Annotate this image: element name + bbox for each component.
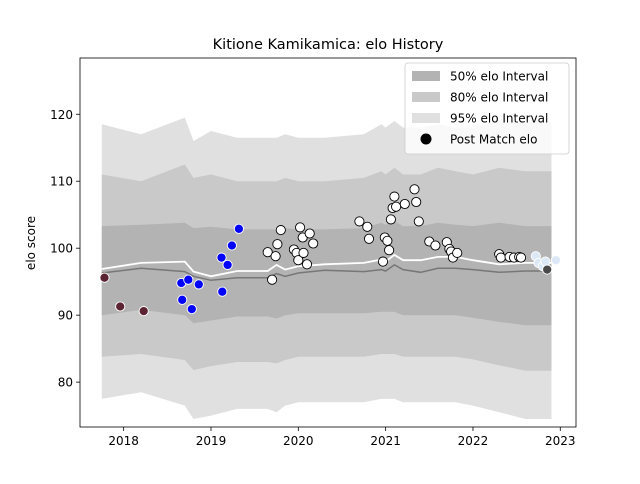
- data-point-2-11: [301, 259, 313, 270]
- data-point-4-0: [542, 264, 553, 275]
- legend-label-3: Post Match elo: [450, 133, 537, 147]
- data-point-2-23: [389, 191, 400, 202]
- axes-frame: [79, 57, 577, 428]
- mean-line: [101, 253, 552, 278]
- data-point-3-4: [550, 255, 561, 266]
- y-tick-label-1: 90: [58, 309, 73, 323]
- chart-title: Kitione Kamikamica: elo History: [213, 37, 444, 53]
- data-point-1-9: [233, 223, 244, 234]
- median-line: [101, 264, 552, 282]
- legend-swatch-2: [412, 113, 440, 123]
- data-point-2-37: [495, 252, 506, 263]
- data-point-2-7: [293, 255, 304, 266]
- x-tick-label-2: 2020: [283, 434, 314, 448]
- data-point-2-27: [411, 196, 422, 208]
- data-point-1-7: [222, 259, 233, 270]
- data-point-2-20: [384, 245, 395, 256]
- legend: 50% elo Interval 80% elo Interval 95% elo …: [404, 62, 570, 155]
- data-point-2-3: [272, 239, 283, 250]
- data-point-2-25: [399, 198, 410, 210]
- data-point-2-2: [270, 251, 281, 262]
- legend-marker-3: [420, 133, 432, 145]
- y-tick-label-0: 80: [58, 376, 73, 390]
- x-tick-label-0: 2018: [108, 434, 139, 448]
- data-point-0-0: [99, 272, 110, 283]
- y-tick-label-2: 100: [50, 242, 73, 256]
- data-point-2-16: [363, 233, 375, 244]
- data-point-2-28: [413, 216, 424, 227]
- data-point-2-26: [409, 184, 420, 195]
- data-point-2-10: [298, 247, 309, 258]
- data-point-2-19: [382, 235, 393, 246]
- x-tick-label-5: 2023: [545, 434, 576, 448]
- legend-label-2: 95% elo Interval: [450, 112, 548, 126]
- data-point-1-6: [217, 286, 228, 297]
- y-tick-label-4: 120: [50, 108, 73, 122]
- legend-box: [404, 62, 570, 155]
- legend-label-1: 80% elo Interval: [450, 91, 548, 105]
- data-point-2-14: [354, 216, 365, 227]
- x-tick-label-1: 2019: [196, 434, 227, 448]
- data-point-1-1: [177, 294, 188, 305]
- data-point-2-8: [295, 222, 306, 233]
- data-point-2-1: [267, 274, 278, 285]
- data-point-1-4: [193, 279, 204, 290]
- data-point-1-8: [226, 240, 237, 251]
- plot-area: 2018 2019 2020 2021 2022 2023 80 90 100 110 120: [50, 57, 577, 448]
- x-tick-label-3: 2021: [370, 434, 401, 448]
- legend-swatch-1: [412, 92, 440, 102]
- x-tick-label-4: 2022: [458, 434, 489, 448]
- data-point-1-5: [216, 252, 227, 263]
- legend-label-0: 50% elo Interval: [450, 70, 548, 84]
- y-tick-label-3: 110: [50, 175, 73, 189]
- data-point-2-35: [452, 247, 463, 258]
- data-point-2-17: [377, 256, 389, 267]
- data-point-0-1: [115, 301, 126, 312]
- data-point-1-3: [186, 304, 197, 315]
- data-point-0-2: [138, 306, 149, 317]
- legend-swatch-0: [412, 71, 440, 81]
- data-point-1-2: [183, 274, 194, 285]
- data-point-2-24: [391, 201, 402, 212]
- data-point-2-15: [362, 221, 373, 232]
- data-point-2-4: [275, 225, 286, 236]
- data-point-2-12: [304, 228, 315, 239]
- data-point-2-0: [262, 247, 273, 258]
- data-point-2-21: [385, 214, 396, 225]
- data-point-2-41: [515, 252, 527, 263]
- y-axis-label: elo score: [24, 216, 38, 270]
- data-point-2-30: [430, 240, 441, 251]
- interval-band-2: [101, 221, 552, 326]
- data-point-2-13: [308, 238, 319, 249]
